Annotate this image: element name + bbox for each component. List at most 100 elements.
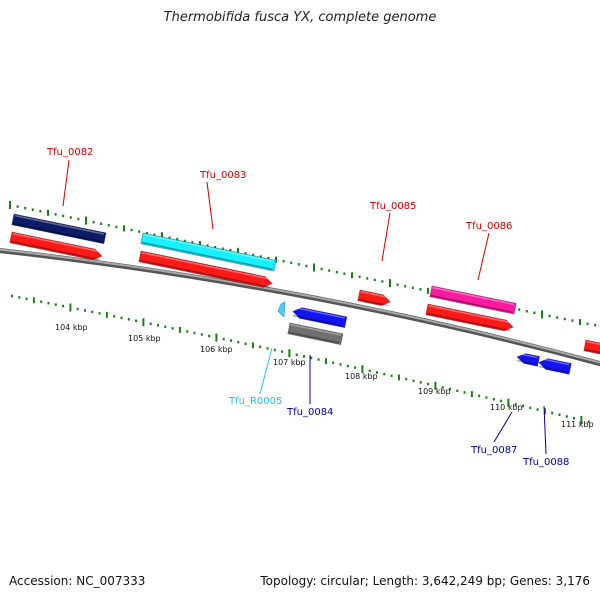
leader-line: [477, 232, 490, 281]
tick-mark: [389, 279, 391, 288]
leader-line: [493, 411, 513, 443]
gene-feature-tfu-0088[interactable]: [538, 357, 572, 375]
gene-label[interactable]: Tfu_0083: [199, 170, 246, 181]
tick-mark: [267, 256, 270, 260]
gene-label[interactable]: Tfu_0087: [470, 445, 517, 456]
tick-mark: [120, 316, 123, 320]
tick-mark: [252, 253, 255, 257]
gene-feature-tfu-0084[interactable]: [292, 306, 348, 329]
gene-label[interactable]: Tfu_R0005: [228, 396, 282, 407]
tick-mark: [214, 245, 217, 249]
gene-feature-tfu-0084-alt[interactable]: [287, 322, 344, 346]
tick-mark: [328, 269, 331, 272]
tick-mark: [288, 349, 291, 358]
tick-mark: [62, 214, 65, 218]
tick-mark: [145, 231, 148, 235]
tick-mark: [558, 413, 561, 417]
tick-mark: [24, 206, 27, 210]
tick-mark: [404, 284, 407, 288]
tick-mark: [275, 256, 277, 263]
tick-mark: [115, 225, 118, 229]
tick-mark: [259, 255, 262, 258]
tick-mark: [563, 317, 566, 321]
tick-mark: [11, 294, 13, 298]
tick-mark: [183, 239, 186, 243]
tick-mark: [91, 310, 94, 314]
tick-mark: [62, 304, 65, 308]
gene-feature-tfu-0086[interactable]: [429, 285, 517, 315]
cds-feature-tfu-0085[interactable]: [357, 289, 392, 307]
tick-mark: [373, 278, 376, 282]
tick-mark: [32, 297, 35, 304]
tick-mark: [551, 411, 554, 415]
tick-mark: [40, 300, 43, 303]
gene-feature-tfu-0083[interactable]: [140, 232, 277, 272]
tick-mark: [449, 387, 451, 391]
tick-mark: [85, 216, 87, 225]
gene-feature-tfu-0082[interactable]: [11, 213, 107, 245]
tick-mark: [507, 398, 510, 407]
tick-mark: [548, 314, 551, 318]
tick-mark: [171, 327, 174, 330]
tick-mark: [456, 389, 459, 393]
tick-mark: [54, 213, 57, 216]
tick-mark: [54, 303, 57, 306]
tick-mark: [514, 403, 517, 406]
tick-mark: [105, 311, 108, 318]
tick-mark: [383, 372, 386, 376]
tick-mark: [297, 263, 300, 266]
tick-mark: [84, 309, 86, 312]
scale-label: 108 kbp: [345, 372, 378, 381]
tick-mark: [9, 201, 11, 209]
scale-label: 109 kbp: [418, 387, 451, 396]
tick-mark: [470, 391, 473, 398]
tick-mark: [579, 319, 581, 326]
scale-labels: 104 kbp 105 kbp 106 kbp 107 kbp 108 kbp 109 k…: [55, 323, 594, 429]
tick-mark: [127, 318, 130, 321]
tick-mark: [397, 374, 400, 381]
tick-mark: [463, 391, 466, 394]
cds-feature-tfu-0083[interactable]: [138, 250, 273, 289]
tick-mark: [522, 404, 524, 408]
gene-label[interactable]: Tfu_0088: [522, 457, 569, 468]
tick-mark: [419, 381, 422, 384]
leader-line: [206, 181, 214, 230]
tick-mark: [419, 288, 422, 291]
tick-mark: [411, 286, 414, 290]
tick-mark: [565, 415, 568, 418]
scale-label: 106 kbp: [200, 345, 233, 354]
tick-mark: [77, 217, 80, 221]
tick-mark: [586, 322, 589, 325]
tick-mark: [200, 333, 203, 336]
tick-mark: [529, 406, 532, 410]
tick-mark: [142, 318, 145, 327]
tick-mark: [376, 371, 378, 374]
cds-feature-tfu-0082[interactable]: [9, 231, 103, 261]
scale-label: 111 kbp: [561, 420, 594, 429]
tick-mark: [47, 209, 49, 216]
tick-mark: [157, 324, 159, 327]
rna-feature-tfu-r0005[interactable]: [277, 301, 286, 318]
gene-feature-tfu-0087[interactable]: [516, 352, 541, 367]
tick-mark: [138, 230, 141, 233]
tick-mark: [92, 220, 95, 224]
tick-mark: [580, 416, 583, 425]
cds-feature-tfu-0086[interactable]: [425, 303, 514, 332]
gene-label[interactable]: Tfu_0086: [465, 221, 512, 232]
gene-label[interactable]: Tfu_0085: [369, 201, 416, 212]
tick-mark: [290, 261, 293, 265]
tick-mark: [251, 342, 254, 349]
cds-feature-next[interactable]: [583, 339, 600, 356]
tick-mark: [295, 353, 298, 357]
gene-labels: Tfu_0082 Tfu_0083 Tfu_0085 Tfu_0086 Tfu_R000…: [46, 147, 569, 468]
tick-mark: [76, 307, 79, 311]
gene-label[interactable]: Tfu_0082: [46, 147, 93, 158]
gene-label[interactable]: Tfu_0084: [286, 407, 333, 418]
tick-mark: [587, 420, 590, 424]
tick-mark: [368, 369, 371, 373]
tick-mark: [478, 394, 481, 398]
tick-mark: [130, 228, 133, 232]
tick-mark: [335, 270, 338, 274]
tick-mark: [485, 396, 488, 399]
